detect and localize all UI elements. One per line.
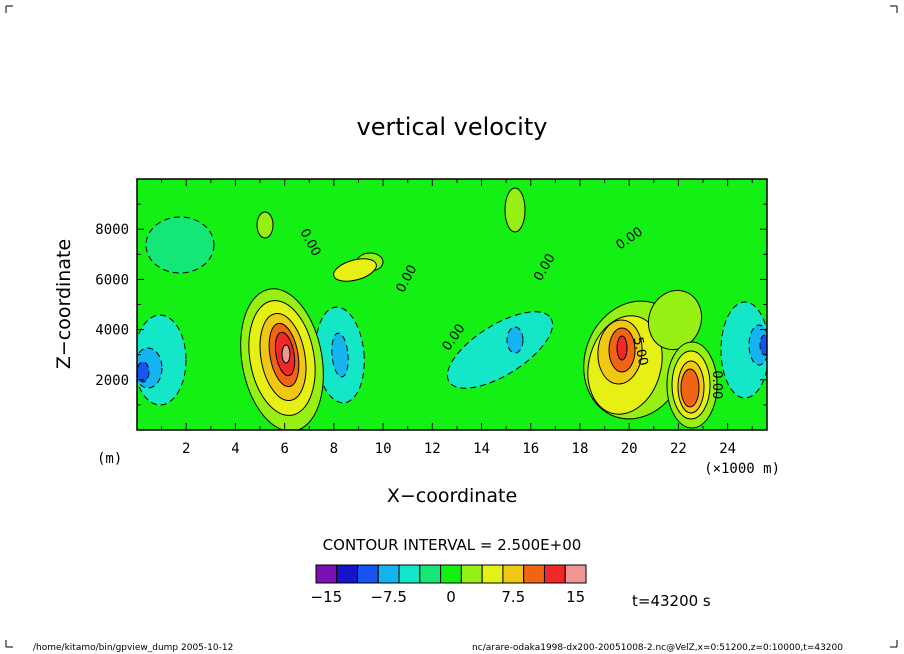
y-axis-label: Z−coordinate	[53, 239, 75, 369]
x-tick-label: 18	[572, 441, 589, 457]
color-legend: −15 −7.5 0 7.5 15	[311, 564, 587, 606]
y-tick-label: 2000	[95, 373, 129, 389]
legend-tick-label: −7.5	[370, 588, 406, 606]
contour-region	[256, 211, 274, 239]
legend-swatch	[502, 564, 525, 584]
x-axis: 2 4 6 8 10 12 14 16 18 20 22 24	[136, 179, 753, 457]
legend-swatch	[377, 564, 400, 584]
legend-swatch	[564, 564, 587, 584]
time-label: t=43200 s	[632, 592, 711, 610]
contour-interval-text: CONTOUR INTERVAL = 2.500E+00	[323, 536, 582, 554]
legend-swatch	[440, 564, 462, 584]
x-tick-label: 4	[231, 441, 239, 457]
contour-region	[616, 335, 628, 361]
contour-region	[504, 187, 526, 233]
legend-swatch	[336, 564, 359, 584]
contour-region	[145, 216, 215, 274]
contour-region	[281, 344, 291, 364]
legend-tick-label: 7.5	[501, 588, 525, 606]
x-tick-label: 24	[719, 441, 736, 457]
y-tick-label: 8000	[95, 222, 129, 238]
contour-region	[680, 368, 700, 408]
contour-region	[331, 332, 349, 378]
contour-region	[720, 301, 767, 399]
contour-label: 5.00	[630, 336, 651, 367]
legend-swatch	[398, 564, 421, 584]
corner-marks	[5, 5, 898, 648]
legend-swatch	[543, 564, 566, 584]
contour-field	[137, 187, 767, 430]
footer-right: nc/arare-odaka1998-dx200-20051008-2.nc@V…	[472, 643, 843, 653]
legend-swatch	[419, 564, 442, 584]
legend-swatch	[460, 564, 483, 584]
x-tick-label: 12	[424, 441, 441, 457]
chart-title: vertical velocity	[357, 113, 548, 141]
legend-tick-label: 15	[566, 588, 585, 606]
plot-area	[137, 179, 767, 430]
y-tick-label: 4000	[95, 323, 129, 339]
x-tick-label: 14	[473, 441, 490, 457]
legend-swatch	[523, 564, 545, 584]
legend-swatch	[315, 564, 338, 584]
x-unit-left: (m)	[97, 451, 122, 467]
x-unit-right: (×1000 m)	[704, 461, 780, 477]
x-tick-label: 22	[670, 441, 687, 457]
legend-tick-label: 0	[446, 588, 456, 606]
contour-region	[748, 324, 767, 366]
legend-swatch	[481, 564, 504, 584]
contour-region	[506, 326, 524, 354]
x-tick-label: 8	[330, 441, 338, 457]
y-axis: 2000 4000 6000 8000	[95, 178, 767, 431]
contour-region	[137, 361, 150, 383]
contour-region	[333, 258, 377, 282]
legend-tick-label: −15	[311, 588, 343, 606]
y-tick-label: 6000	[95, 272, 129, 288]
x-tick-label: 2	[182, 441, 190, 457]
contour-label: 0.00	[709, 370, 724, 399]
x-tick-label: 20	[621, 441, 638, 457]
contour-region	[648, 289, 702, 351]
x-tick-label: 10	[375, 441, 392, 457]
footer-left: /home/kitamo/bin/gpview_dump 2005-10-12	[33, 643, 233, 653]
x-tick-label: 16	[522, 441, 539, 457]
contour-region	[446, 311, 554, 389]
x-tick-label: 6	[280, 441, 288, 457]
x-axis-label: X−coordinate	[387, 485, 517, 507]
contour-region	[759, 334, 767, 356]
legend-swatch	[357, 564, 379, 584]
